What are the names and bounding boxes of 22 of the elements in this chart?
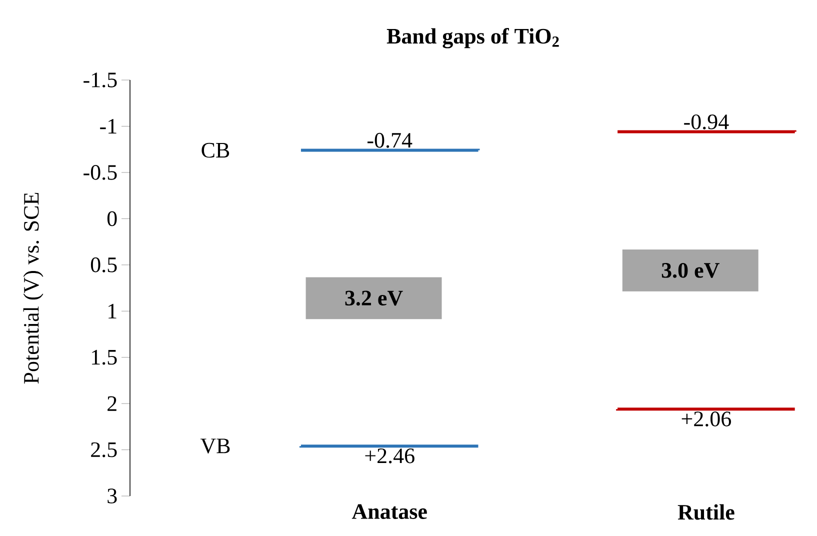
- y-tick-label: -0.5: [84, 164, 117, 180]
- annotation: +2.46: [365, 448, 414, 464]
- text: VB: [200, 438, 230, 454]
- y-tick-label: 1.5: [92, 350, 117, 365]
- chart-title: Band gaps of TiO$_{2}$: [386, 28, 559, 48]
- annotation: -0.74: [368, 132, 412, 148]
- y-tick-label: 3: [108, 488, 117, 504]
- data-label: 3.2 eV: [345, 290, 403, 306]
- y-tick-label: -1.5: [84, 72, 117, 88]
- annotation: -0.94: [684, 114, 729, 130]
- y-tick-label: -1: [100, 118, 116, 134]
- text: CB: [202, 142, 230, 158]
- data-label: 3.0 eV: [662, 262, 720, 278]
- y-tick-label: 1: [108, 304, 116, 318]
- x-tick-label: Rutile: [678, 504, 734, 520]
- annotation: +2.06: [682, 412, 731, 426]
- y-tick-label: 0.5: [90, 257, 117, 272]
- y-tick-label: 0: [107, 211, 117, 226]
- y-tick-label: 2.5: [91, 442, 117, 458]
- y-axis-title: Potential (V) vs. SCE: [23, 192, 44, 384]
- y-tick-label: 2: [108, 396, 116, 411]
- x-tick-label: Anatase: [352, 504, 427, 519]
